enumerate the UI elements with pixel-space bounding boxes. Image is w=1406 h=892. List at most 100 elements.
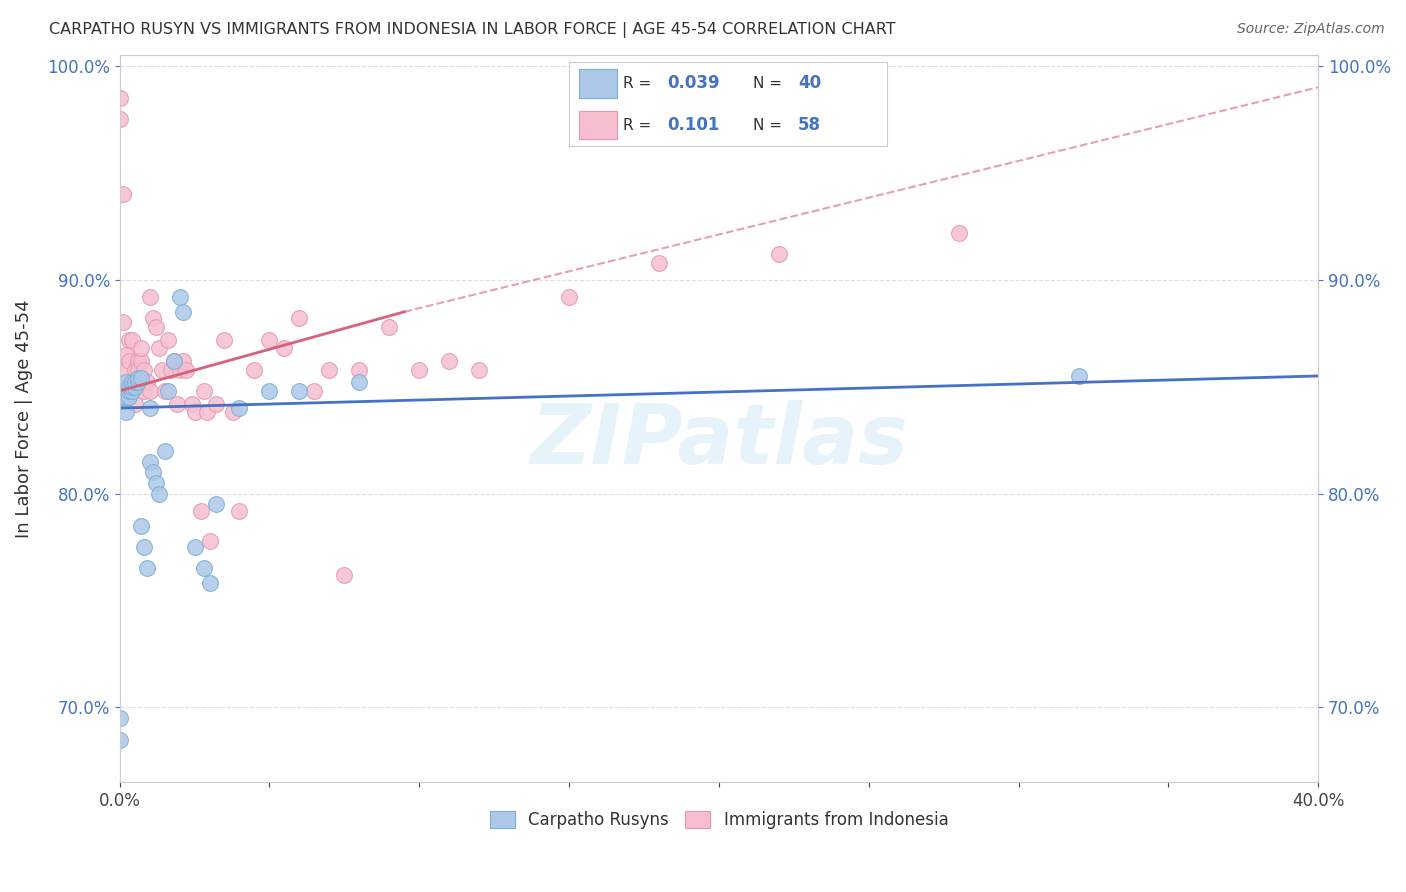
Point <box>948 226 970 240</box>
Point <box>142 311 165 326</box>
Point <box>111 187 134 202</box>
Point <box>117 354 139 368</box>
Point <box>108 711 131 725</box>
Point <box>156 333 179 347</box>
Point <box>138 290 160 304</box>
Point <box>108 112 131 127</box>
Point <box>132 362 155 376</box>
Text: Source: ZipAtlas.com: Source: ZipAtlas.com <box>1237 22 1385 37</box>
Point <box>108 91 131 105</box>
Point <box>183 405 205 419</box>
Point <box>162 354 184 368</box>
Point <box>124 376 146 390</box>
Point <box>288 311 311 326</box>
Point <box>439 354 461 368</box>
Point <box>129 341 152 355</box>
Point <box>304 384 326 398</box>
Point <box>558 290 581 304</box>
Point <box>166 397 188 411</box>
Point <box>273 341 295 355</box>
Point <box>117 379 139 393</box>
Point <box>108 732 131 747</box>
Point <box>198 576 221 591</box>
Point <box>121 376 143 390</box>
Point <box>195 405 218 419</box>
Point <box>169 362 191 376</box>
Point <box>204 397 226 411</box>
Point <box>768 247 790 261</box>
Text: CARPATHO RUSYN VS IMMIGRANTS FROM INDONESIA IN LABOR FORCE | AGE 45-54 CORRELATI: CARPATHO RUSYN VS IMMIGRANTS FROM INDONE… <box>49 22 896 38</box>
Point <box>124 379 146 393</box>
Point <box>259 384 281 398</box>
Point <box>138 384 160 398</box>
Point <box>129 371 152 385</box>
Point <box>127 362 149 376</box>
Point <box>111 390 134 404</box>
Point <box>153 384 176 398</box>
Point <box>648 255 671 269</box>
Point <box>121 384 143 398</box>
Point <box>204 497 226 511</box>
Point <box>132 540 155 554</box>
Point <box>124 362 146 376</box>
Point <box>129 518 152 533</box>
Y-axis label: In Labor Force | Age 45-54: In Labor Force | Age 45-54 <box>15 300 32 538</box>
Point <box>114 405 136 419</box>
Point <box>145 319 167 334</box>
Point <box>190 504 212 518</box>
Point <box>193 561 215 575</box>
Point <box>127 376 149 390</box>
Point <box>214 333 236 347</box>
Point <box>114 362 136 376</box>
Point <box>145 475 167 490</box>
Point <box>138 454 160 468</box>
Point <box>156 384 179 398</box>
Point <box>1067 368 1090 383</box>
Point <box>117 333 139 347</box>
Point <box>132 384 155 398</box>
Point <box>198 533 221 548</box>
Point <box>288 384 311 398</box>
Point <box>121 379 143 393</box>
Point <box>318 362 340 376</box>
Point <box>129 354 152 368</box>
Point <box>114 376 136 390</box>
Point <box>333 567 356 582</box>
Point <box>127 371 149 385</box>
Point <box>408 362 430 376</box>
Point <box>135 561 157 575</box>
Point <box>349 376 371 390</box>
Point <box>183 540 205 554</box>
Point <box>135 376 157 390</box>
Point <box>121 333 143 347</box>
Point <box>193 384 215 398</box>
Point <box>222 405 245 419</box>
Point <box>172 354 194 368</box>
Point <box>148 486 170 500</box>
Point <box>124 397 146 411</box>
Point <box>243 362 266 376</box>
Point <box>114 390 136 404</box>
Point <box>117 384 139 398</box>
Point <box>127 354 149 368</box>
Text: ZIPatlas: ZIPatlas <box>530 401 908 481</box>
Point <box>142 465 165 479</box>
Point <box>180 397 202 411</box>
Point <box>169 290 191 304</box>
Point <box>468 362 491 376</box>
Point <box>228 401 250 415</box>
Point <box>114 348 136 362</box>
Point <box>111 379 134 393</box>
Point <box>153 443 176 458</box>
Point <box>148 341 170 355</box>
Point <box>111 316 134 330</box>
Legend: Carpatho Rusyns, Immigrants from Indonesia: Carpatho Rusyns, Immigrants from Indones… <box>482 805 955 836</box>
Point <box>138 401 160 415</box>
Point <box>172 305 194 319</box>
Point <box>174 362 197 376</box>
Point <box>228 504 250 518</box>
Point <box>150 362 173 376</box>
Point <box>378 319 401 334</box>
Point <box>259 333 281 347</box>
Point <box>349 362 371 376</box>
